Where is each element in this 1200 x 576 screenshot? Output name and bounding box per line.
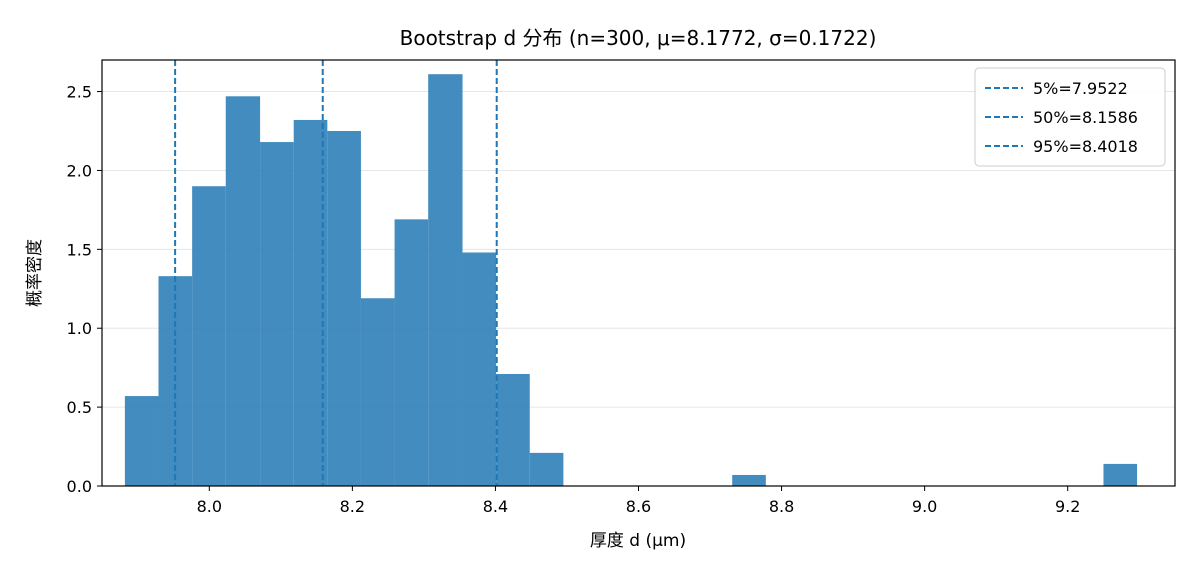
histogram-bar <box>529 452 564 486</box>
histogram-bar <box>225 96 261 487</box>
legend-label: 95%=8.4018 <box>1033 137 1138 156</box>
histogram-bar <box>732 474 766 486</box>
x-tick-label: 9.0 <box>912 497 937 516</box>
x-tick-label: 8.6 <box>626 497 651 516</box>
x-axis-label: 厚度 d (μm) <box>590 531 686 551</box>
x-tick-label: 8.4 <box>483 497 508 516</box>
histogram-bar <box>260 142 294 487</box>
histogram-bar <box>192 186 226 486</box>
y-tick-label: 1.5 <box>67 240 92 259</box>
y-axis-ticks: 0.0 0.5 1.0 1.5 2.0 2.5 <box>67 83 102 496</box>
y-tick-label: 0.5 <box>67 398 92 417</box>
legend-label: 50%=8.1586 <box>1033 108 1138 127</box>
histogram-bar <box>327 131 361 486</box>
percentile-lines <box>174 60 498 486</box>
histogram-bar <box>293 119 328 486</box>
histogram-bar <box>462 252 497 486</box>
legend-label: 5%=7.9522 <box>1033 79 1128 98</box>
histogram-bar <box>496 373 530 486</box>
y-axis-label: 概率密度 <box>25 239 45 307</box>
histogram-bar <box>360 298 395 486</box>
histogram-bar <box>394 219 429 486</box>
legend-box <box>974 67 1166 167</box>
x-tick-label: 8.2 <box>340 497 365 516</box>
histogram-bar <box>428 74 463 486</box>
legend: 5%=7.9522 50%=8.1586 95%=8.4018 <box>974 67 1166 167</box>
x-tick-label: 9.2 <box>1055 497 1080 516</box>
y-tick-label: 0.0 <box>67 477 92 496</box>
x-tick-label: 8.0 <box>197 497 222 516</box>
y-tick-label: 2.0 <box>67 161 92 180</box>
x-tick-label: 8.8 <box>769 497 794 516</box>
chart-title: Bootstrap d 分布 (n=300, μ=8.1772, σ=0.172… <box>400 26 877 50</box>
y-tick-label: 2.5 <box>67 83 92 102</box>
histogram-bar <box>1103 463 1138 486</box>
histogram-bar <box>124 396 159 486</box>
histogram-bars <box>124 74 1138 487</box>
x-axis-ticks: 8.0 8.2 8.4 8.6 8.8 9.0 9.2 <box>197 486 1080 516</box>
y-tick-label: 1.0 <box>67 319 92 338</box>
